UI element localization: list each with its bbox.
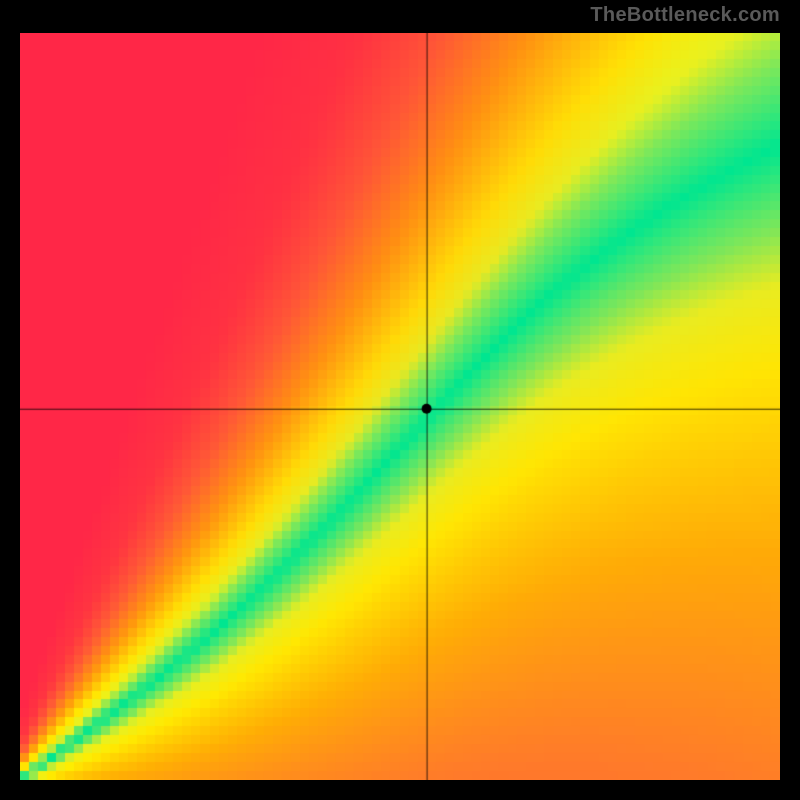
watermark-text: TheBottleneck.com bbox=[590, 4, 780, 27]
bottleneck-heatmap-canvas bbox=[20, 33, 780, 780]
